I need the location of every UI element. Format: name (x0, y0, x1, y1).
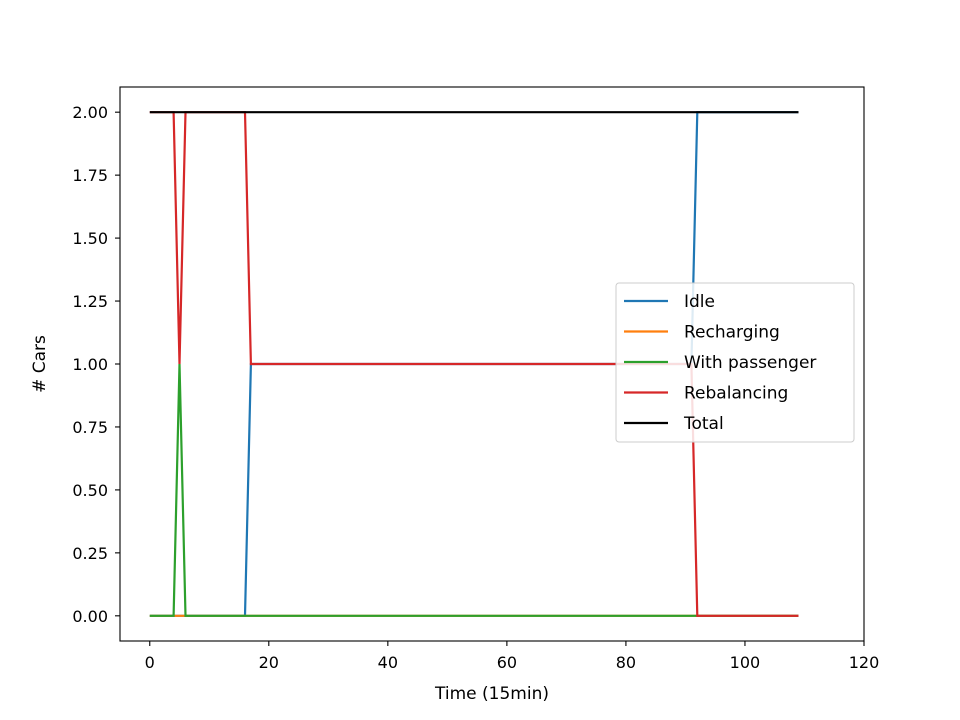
y-tick-label: 1.50 (72, 229, 108, 248)
legend-label-with-passenger: With passenger (684, 353, 816, 373)
y-tick-label: 0.25 (72, 544, 108, 563)
x-tick-label: 120 (849, 653, 880, 672)
y-tick-label: 0.50 (72, 481, 108, 500)
x-tick-label: 100 (730, 653, 761, 672)
legend-box (615, 282, 855, 443)
y-tick-label: 1.00 (72, 355, 108, 374)
x-axis-label: Time (15min) (434, 684, 549, 704)
legend-label-idle: Idle (684, 292, 715, 312)
y-tick-label: 1.75 (72, 166, 108, 185)
y-tick-label: 2.00 (72, 103, 108, 122)
x-axis: 0 20 40 60 80 100 120 (145, 641, 880, 672)
x-tick-label: 40 (378, 653, 398, 672)
y-axis: 0.00 0.25 0.50 0.75 1.00 1.25 1.50 1.75 2.00 (72, 103, 120, 626)
y-tick-label: 0.00 (72, 607, 108, 626)
y-tick-label: 1.25 (72, 292, 108, 311)
x-tick-label: 60 (497, 653, 517, 672)
x-tick-label: 0 (145, 653, 155, 672)
legend-label-recharging: Recharging (684, 323, 780, 343)
legend-label-rebalancing: Rebalancing (684, 384, 788, 404)
x-tick-label: 80 (616, 653, 636, 672)
legend-label-total: Total (683, 414, 724, 434)
y-tick-label: 0.75 (72, 418, 108, 437)
x-tick-label: 20 (259, 653, 279, 672)
series-layer (149, 111, 799, 617)
y-axis-label: # Cars (30, 335, 50, 393)
legend: Idle Recharging With passenger Rebalancing T… (615, 282, 855, 443)
